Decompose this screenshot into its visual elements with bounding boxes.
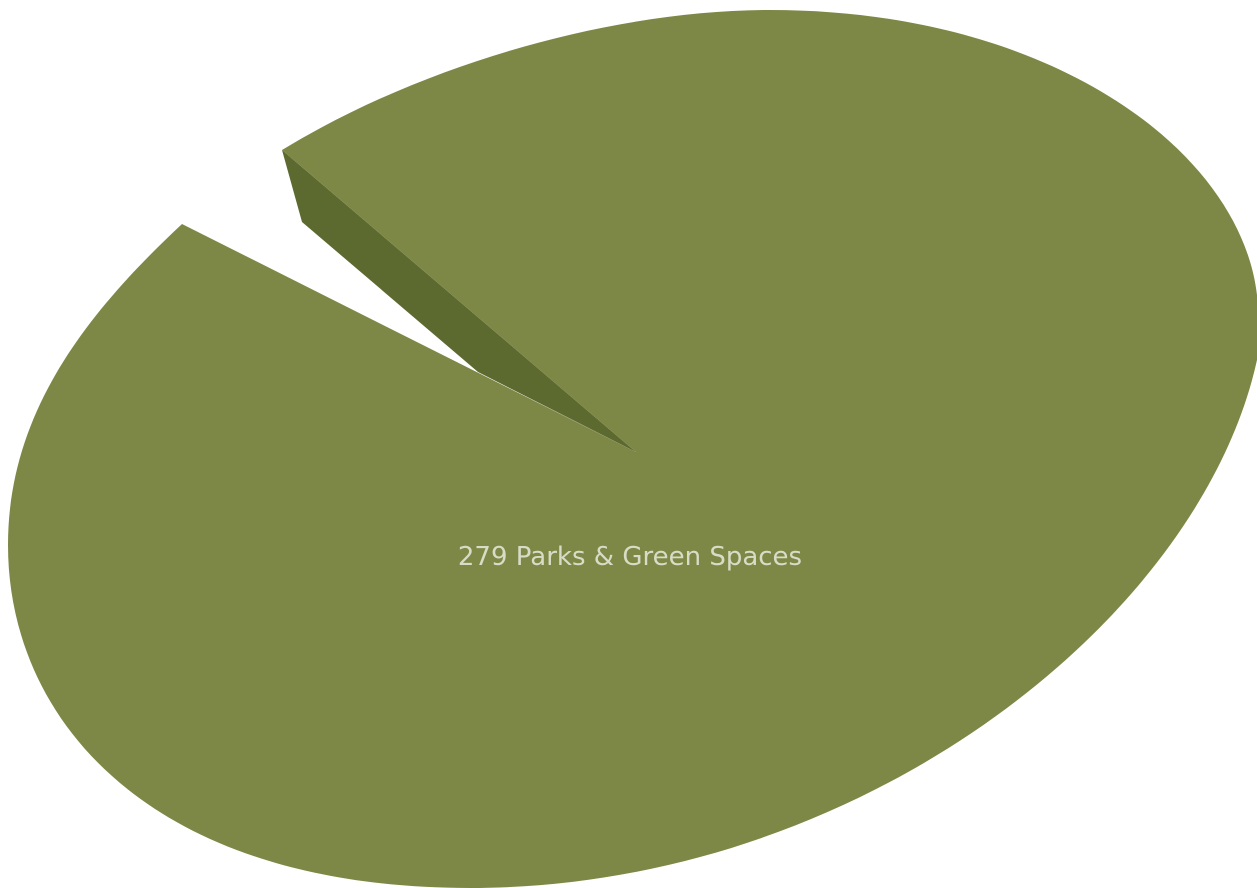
pie-slice-parks-green-spaces [8, 10, 1257, 888]
pie-marks [8, 10, 1257, 888]
slice-data-label: 279 Parks & Green Spaces [458, 542, 802, 572]
